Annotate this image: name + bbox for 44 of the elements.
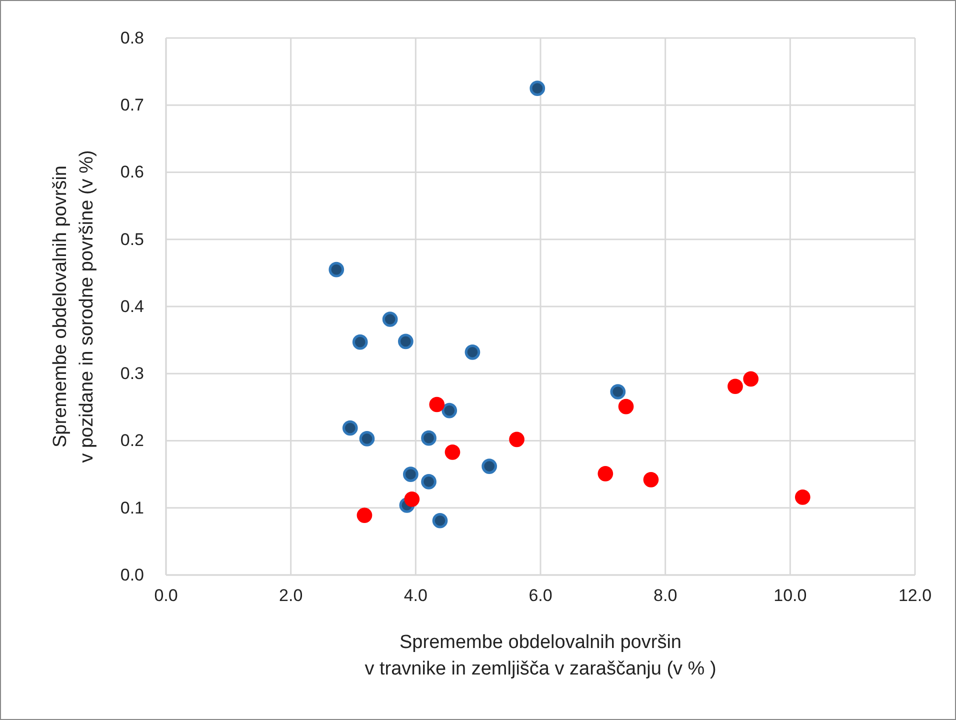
x-axis-title: Spremembe obdelovalnih površin v travnike in zemljišča v zaraščanju (v % ) (364, 632, 716, 680)
x-tick-label: 10.0 (774, 586, 807, 606)
y-tick-label: 0.0 (120, 565, 144, 584)
point (610, 384, 626, 400)
x-tick-label: 6.0 (528, 586, 552, 606)
point (402, 466, 418, 482)
point (429, 396, 445, 412)
point (442, 402, 458, 418)
x-tick-label: 0.0 (154, 586, 178, 606)
y-tick-label: 0.8 (120, 28, 144, 48)
point (618, 398, 634, 414)
point (421, 430, 436, 446)
x-tick-label: 4.0 (404, 586, 428, 606)
y-tick-label: 0.1 (120, 498, 144, 518)
point (382, 312, 398, 327)
point (794, 489, 810, 505)
point (421, 474, 436, 490)
point (356, 508, 372, 523)
point (598, 466, 614, 482)
y-tick-label: 0.6 (120, 162, 144, 182)
point (530, 80, 546, 96)
point (328, 262, 344, 278)
y-axis-title: Spremembe obdelovalnih površin v pozidane in sorodne površine (v %) (50, 150, 98, 463)
point (482, 458, 497, 474)
y-tick-label: 0.2 (120, 431, 144, 450)
x-tick-label: 12.0 (898, 586, 932, 606)
point (444, 444, 460, 460)
y-tick-label: 0.4 (120, 296, 144, 316)
point (352, 334, 368, 350)
point (342, 420, 358, 436)
point (404, 491, 420, 507)
point (464, 344, 480, 360)
point (509, 432, 524, 448)
point (398, 334, 414, 350)
point (359, 431, 375, 446)
point (643, 472, 659, 488)
y-tick-label: 0.3 (120, 364, 144, 384)
point (728, 378, 743, 394)
y-tick-label: 0.5 (120, 230, 144, 249)
x-tick-label: 2.0 (279, 586, 303, 606)
x-tick-label: 8.0 (654, 586, 678, 606)
y-tick-label: 0.7 (120, 96, 144, 115)
point (432, 512, 448, 528)
point (743, 371, 759, 387)
